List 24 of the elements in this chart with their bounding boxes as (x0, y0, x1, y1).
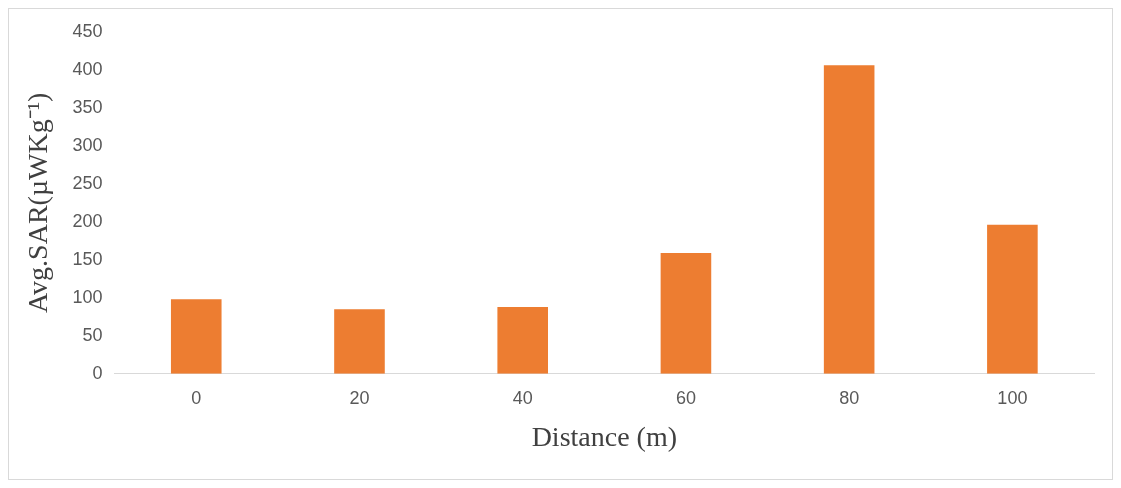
y-tick-label: 450 (72, 20, 103, 41)
y-tick-label: 50 (82, 324, 103, 345)
x-tick-label: 20 (349, 387, 370, 408)
x-axis-title: Distance (m) (531, 420, 678, 452)
y-tick-label: 200 (72, 210, 103, 231)
y-axis-title: Avg.SAR(µWKg⁻¹) (22, 92, 54, 314)
bar (334, 309, 385, 374)
bar (170, 299, 222, 374)
y-tick-label: 350 (72, 96, 103, 117)
x-tick-label: 0 (191, 387, 202, 408)
y-tick-label: 400 (72, 58, 103, 79)
y-tick-label: 100 (72, 286, 103, 307)
y-tick-label: 150 (72, 248, 103, 269)
y-tick-label: 250 (72, 172, 103, 193)
y-tick-label: 300 (72, 134, 103, 155)
bar (660, 252, 712, 374)
x-tick-label: 40 (512, 387, 533, 408)
x-tick-label: 100 (997, 387, 1028, 408)
x-tick-label: 60 (675, 387, 696, 408)
x-tick-label: 80 (839, 387, 860, 408)
bar (497, 306, 548, 374)
bar (987, 224, 1038, 374)
y-tick-label: 0 (92, 362, 103, 383)
bar (823, 65, 875, 374)
